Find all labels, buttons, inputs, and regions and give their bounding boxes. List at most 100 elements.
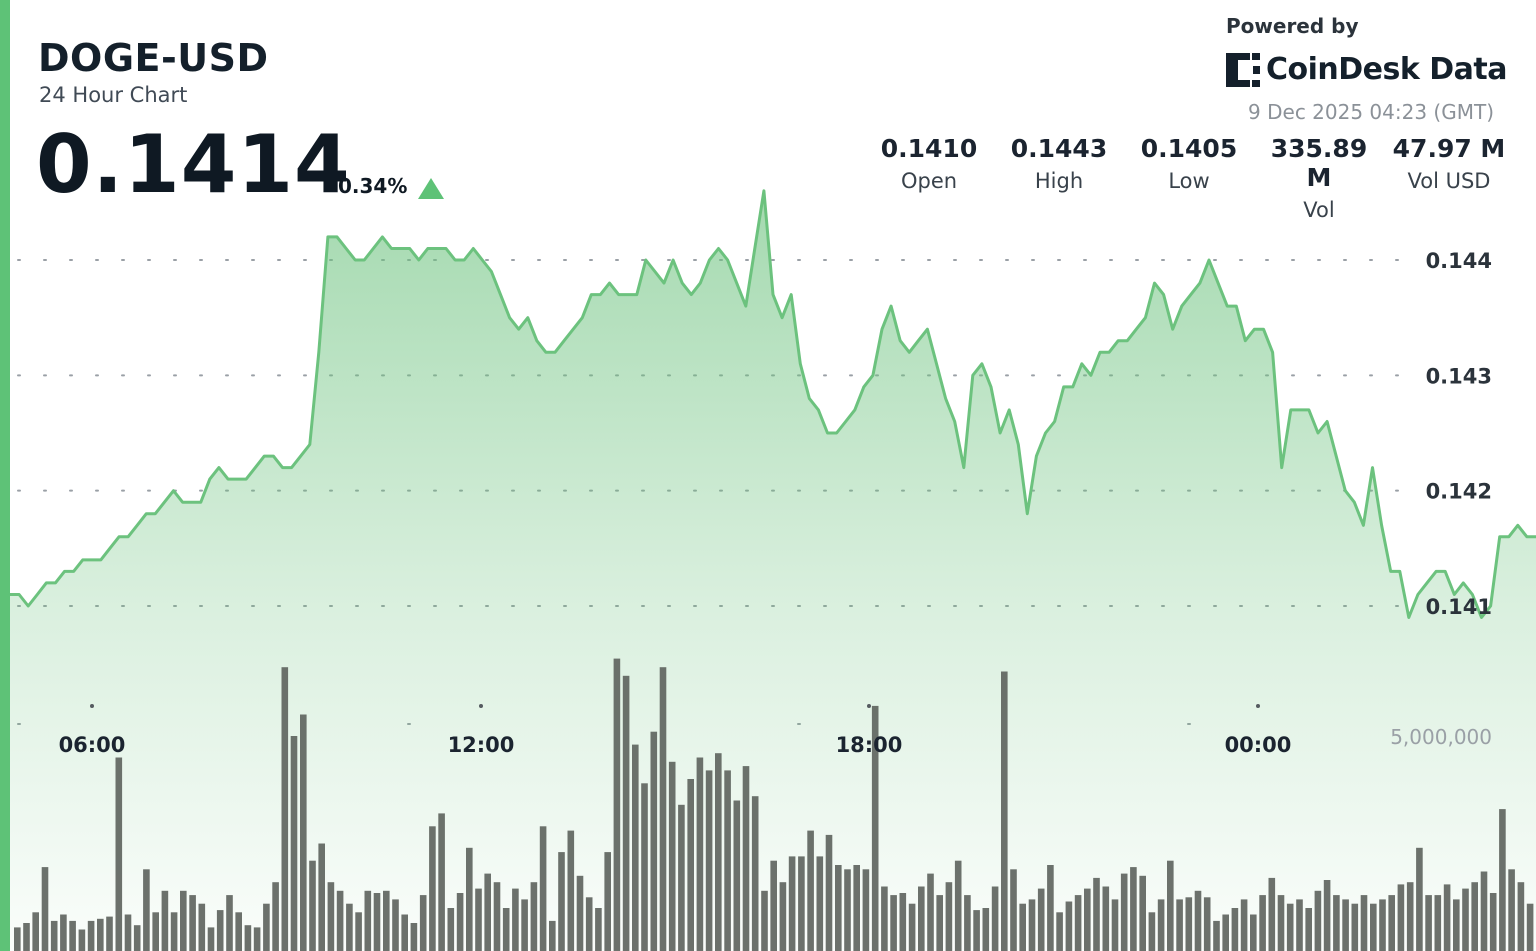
price-line [10,189,1536,619]
stat-low-label: Low [1168,169,1210,193]
volume-bar [447,908,455,951]
volume-bar [300,714,307,951]
price-area-fill [10,190,1536,951]
coindesk-logo-icon [1226,53,1260,87]
volume-bar [1314,890,1322,951]
stat-vol-usd-label: Vol USD [1407,169,1491,193]
volume-bar [475,888,482,951]
volume-bar [853,865,860,951]
x-tick-label: 06:00 [59,733,126,757]
volume-bar [539,826,547,951]
volume-bar [881,886,888,951]
volume-bar [1499,809,1506,951]
stat-low-value: 0.1405 [1140,134,1238,163]
volume-bar [1388,895,1395,951]
volume-bar [244,925,252,951]
volume-bar [216,910,224,951]
volume-bar [991,886,999,951]
volume-bar [1397,884,1405,951]
volume-bar [982,908,990,951]
volume-bar [945,882,953,951]
stat-vol-usd-value: 47.97 M [1392,134,1506,163]
volume-bar [23,923,30,951]
volume-bar [613,658,621,951]
volume-bar [1517,882,1525,951]
y-tick-label: 0.144 [1426,249,1492,273]
volume-bar [1268,877,1276,951]
volume-bar [1001,671,1008,951]
volume-bar [502,908,510,951]
volume-bar [1379,899,1386,951]
volume-bar [290,736,298,951]
current-price: 0.1414 [36,118,351,211]
volume-bar [429,826,436,951]
volume-bar [1037,888,1045,951]
volume-bar [1120,873,1128,951]
volume-bar [161,890,169,951]
volume-bar [263,903,270,951]
volume-bar [1434,895,1442,951]
chart-subtitle: 24 Hour Chart [39,83,188,107]
volume-bar [678,804,685,951]
symbol-title: DOGE-USD [38,36,269,80]
volume-bar [964,895,971,951]
volume-bar [1028,899,1036,951]
volume-bar [1333,895,1340,951]
volume-tick-label: 5,000,000 [1390,725,1492,749]
volume-bar [567,830,575,951]
volume-bar [844,869,851,951]
volume-bar [751,796,759,951]
volume-bar [595,908,602,951]
accent-bar [0,0,10,951]
volume-bar [899,893,907,951]
volume-bar [493,882,501,951]
stat-open-label: Open [900,169,958,193]
volume-bar [1351,903,1359,951]
volume-bar [115,757,123,951]
volume-bar [152,912,159,951]
volume-bar [871,705,879,951]
volume-bar [1194,890,1202,951]
volume-bar [807,830,814,951]
volume-bar [438,813,445,951]
volume-bar [133,925,141,951]
volume-bar [521,899,528,951]
volume-bar [364,890,372,951]
volume-bar [272,882,279,951]
volume-bar [890,895,897,951]
volume-bar [1111,899,1119,951]
x-tick-mark [479,704,483,708]
volume-bar [1176,899,1183,951]
volume-bar [1453,899,1460,951]
y-tick-label: 0.143 [1426,364,1492,388]
volume-bar [585,897,593,951]
volume-bar [1296,899,1303,951]
volume-bar [1139,875,1146,951]
stat-vol-label: Vol [1303,198,1335,222]
volume-bar [383,890,390,951]
volume-bar [1130,867,1137,951]
volume-bar [50,920,58,951]
volume-bar [1167,860,1174,951]
volume-bar [401,914,408,951]
x-tick-mark [90,704,94,708]
volume-bar [1010,869,1017,951]
powered-by-label: Powered by [1226,14,1359,38]
volume-bar [816,856,824,951]
stat-vol: 335.89 M Vol [1254,134,1384,222]
stat-vol-usd: 47.97 M Vol USD [1384,134,1514,193]
volume-bar [918,886,925,951]
x-tick-label: 00:00 [1225,733,1292,757]
volume-bar [392,899,399,951]
volume-bar [69,920,76,951]
volume-bar [761,890,768,951]
stat-open: 0.1410 Open [864,134,994,193]
volume-bar [668,761,676,951]
volume-bar [641,783,648,951]
volume-bar [1286,903,1294,951]
volume-bar [1074,895,1082,951]
volume-bar [1185,897,1193,951]
volume-bar [1370,903,1377,951]
volume-bar [373,893,381,951]
volume-bar [1047,865,1054,951]
